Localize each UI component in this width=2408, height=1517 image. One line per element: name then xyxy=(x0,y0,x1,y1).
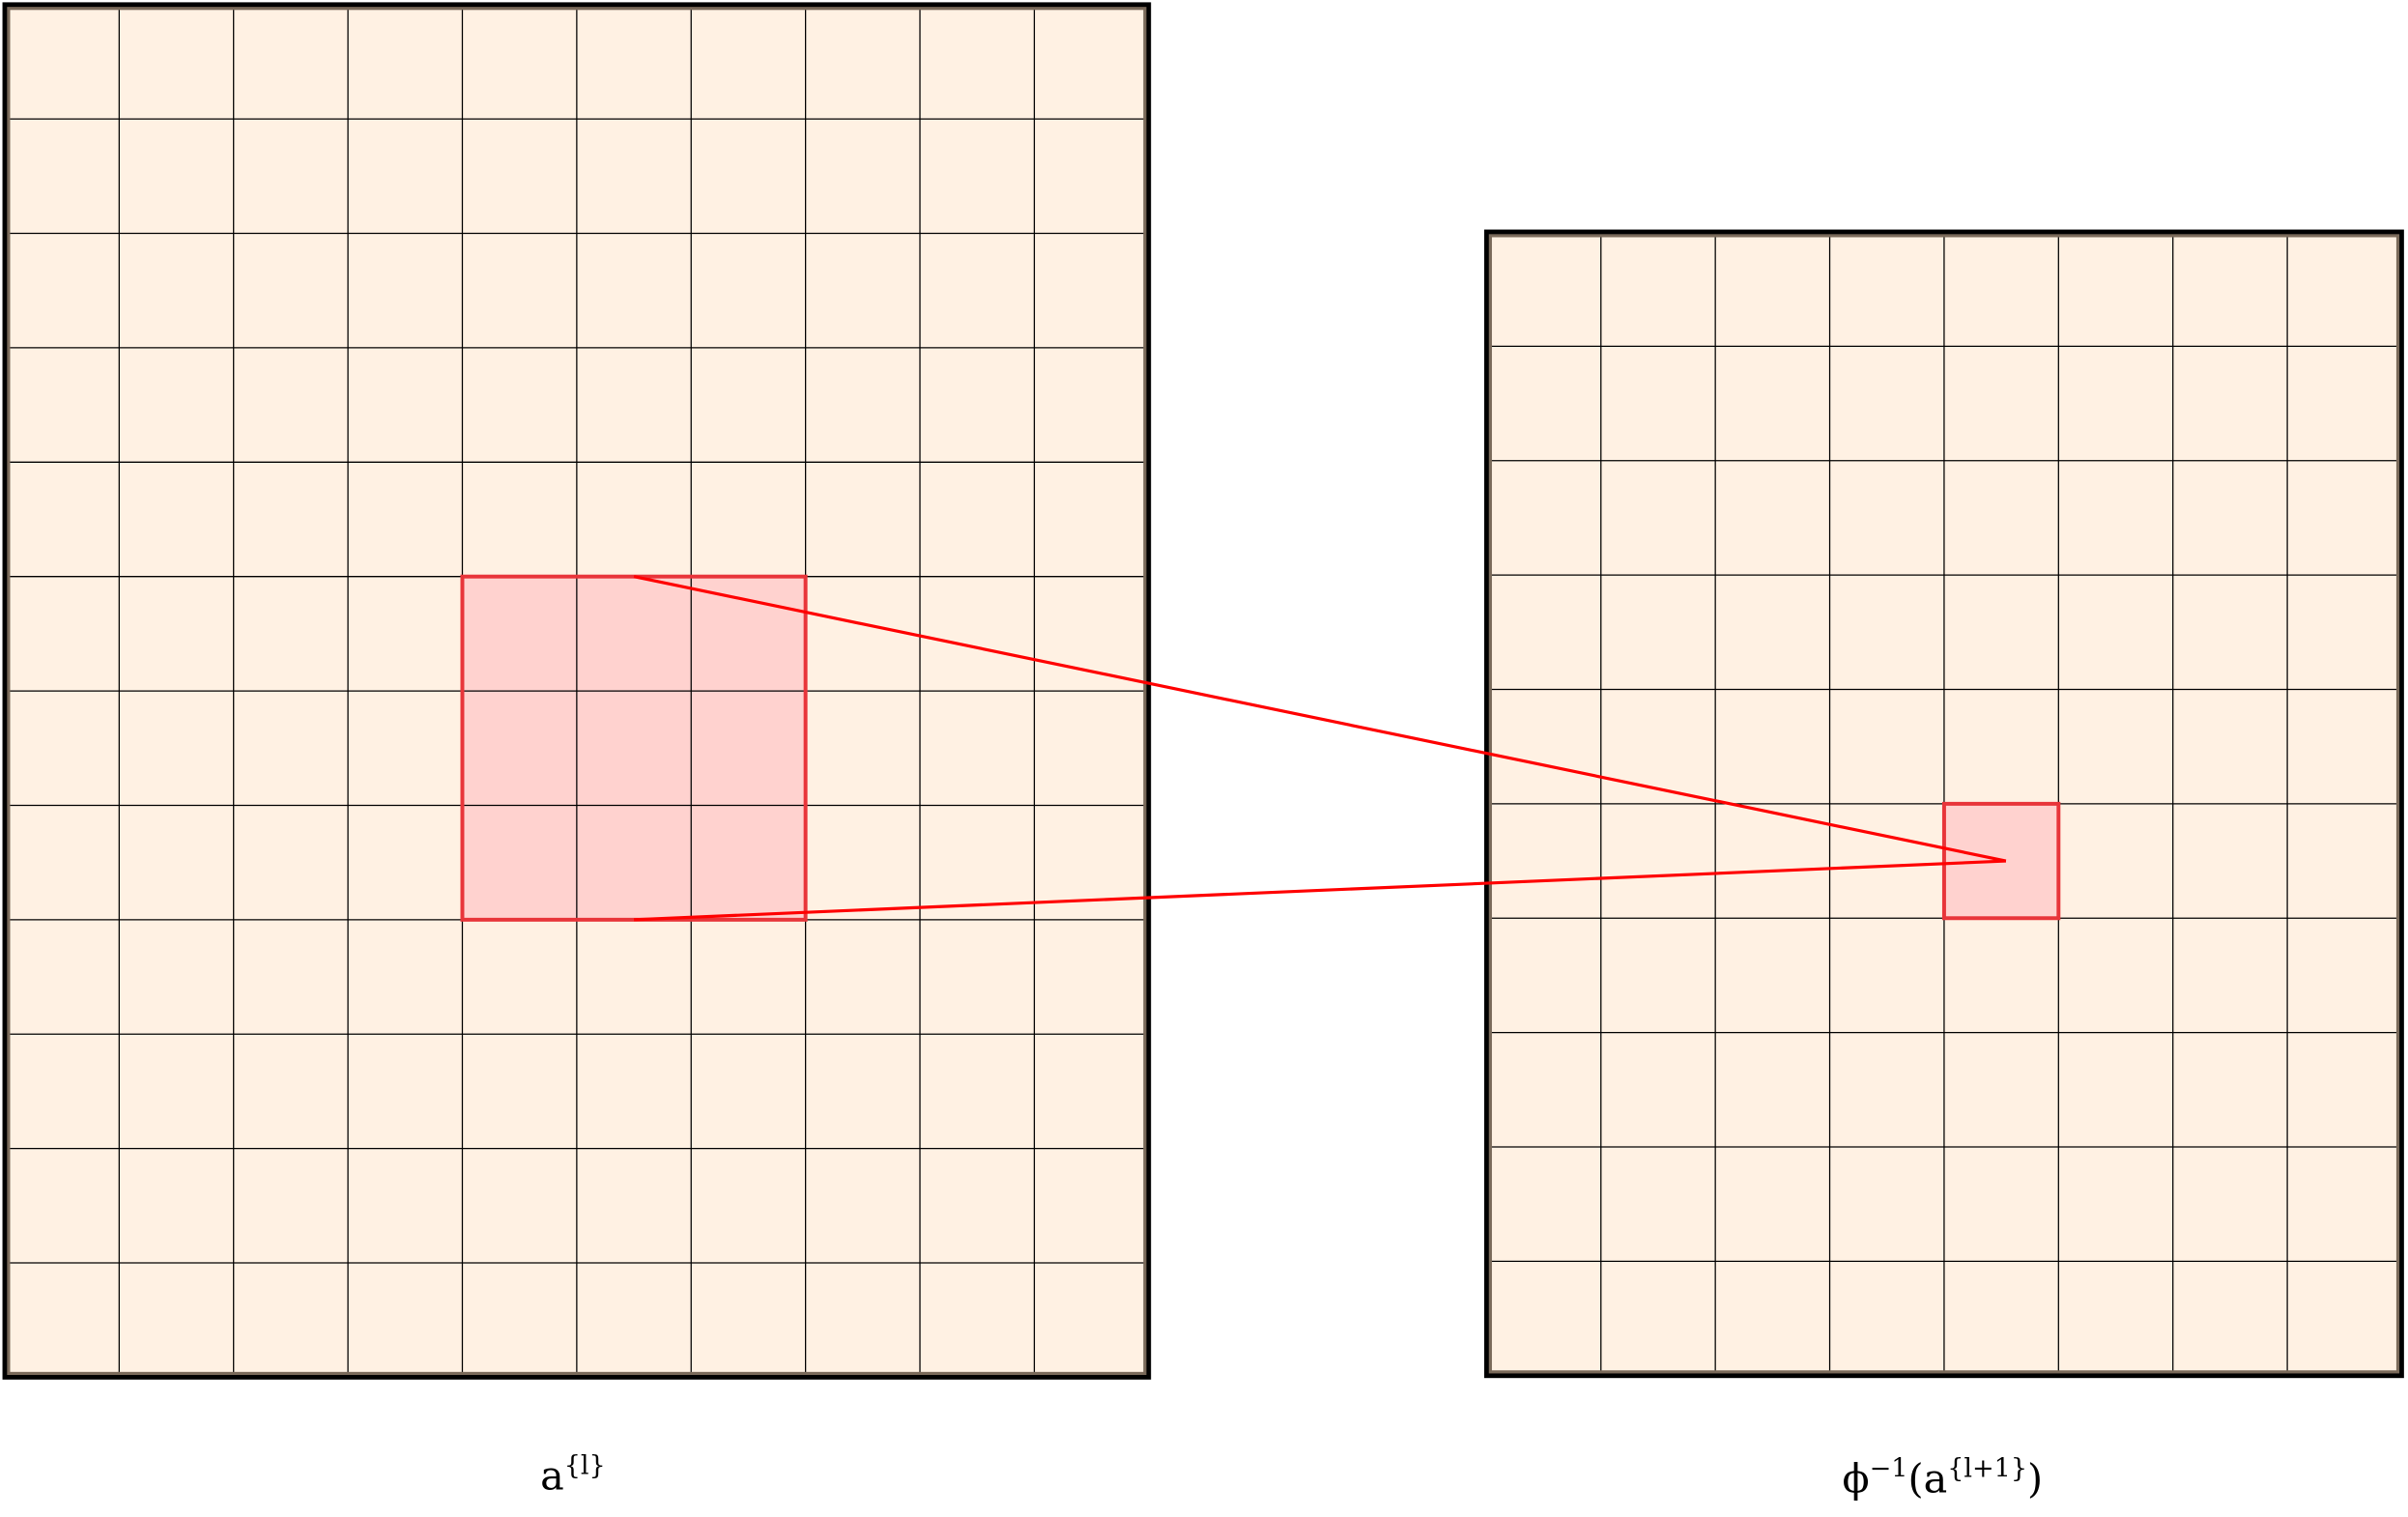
grid-inner-border xyxy=(5,5,1148,1377)
grid-border xyxy=(1484,229,2404,1379)
connector-line-bottom xyxy=(633,859,2006,922)
right-grid-label: ϕ−1(a{l+1}) xyxy=(1843,1454,2044,1503)
connector-line-top xyxy=(633,575,2007,863)
left-feature-map xyxy=(2,2,1152,1380)
highlight-outline xyxy=(1941,801,2061,921)
connector-lines xyxy=(633,575,2007,922)
grid-border xyxy=(2,2,1152,1380)
right-feature-map xyxy=(1484,229,2404,1379)
highlight-fill xyxy=(462,576,806,920)
left-grid-label: a{l} xyxy=(540,1451,606,1500)
grid-inner-border xyxy=(1487,232,2401,1376)
